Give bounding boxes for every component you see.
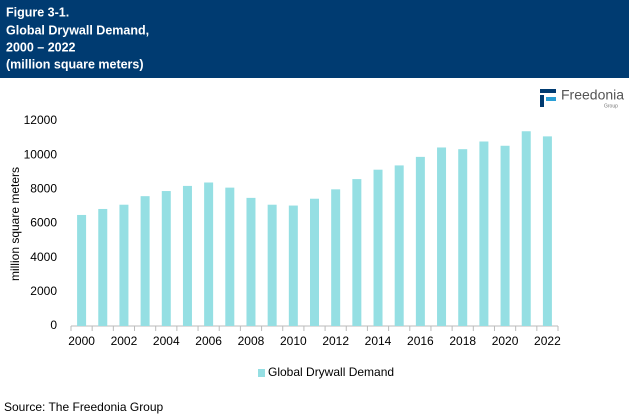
x-tick-label: 2004 (153, 334, 180, 348)
source: Source: The Freedonia Group (4, 400, 164, 414)
header-band (0, 0, 629, 78)
y-tick-label: 8000 (30, 182, 57, 196)
x-tick-label: 2010 (280, 334, 307, 348)
logo-icon (546, 97, 556, 101)
x-tick-label: 2012 (322, 334, 349, 348)
bar (161, 191, 171, 326)
logo-subtext: Group (604, 103, 618, 109)
bar (140, 196, 150, 326)
bar (394, 165, 404, 326)
y-tick-label: 0 (50, 318, 57, 332)
figure-label: Figure 3-1. (6, 5, 69, 19)
bar (437, 147, 447, 326)
y-tick-label: 2000 (30, 284, 57, 298)
y-tick-label: 12000 (24, 113, 58, 127)
bar (373, 169, 383, 326)
x-tick-label: 2016 (407, 334, 434, 348)
x-tick-label: 2018 (449, 334, 476, 348)
y-tick-label: 4000 (30, 250, 57, 264)
logo-text: Freedonia (561, 87, 624, 103)
bar (500, 145, 510, 326)
x-tick-label: 2002 (111, 334, 138, 348)
bar (458, 149, 468, 326)
bar (98, 208, 108, 326)
logo-icon (540, 89, 556, 93)
y-tick-label: 10000 (24, 147, 58, 161)
x-tick-label: 2008 (238, 334, 265, 348)
chart-title: Global Drywall Demand, (6, 23, 149, 37)
logo: Freedonia Group (540, 87, 624, 109)
bar (182, 185, 192, 326)
bar (331, 189, 341, 326)
x-tick-label: 2022 (534, 334, 561, 348)
bar (119, 204, 129, 326)
logo-icon (540, 95, 544, 107)
bar (521, 131, 531, 326)
x-tick-label: 2014 (365, 334, 392, 348)
chart-title: 2000 – 2022 (6, 40, 76, 54)
legend-label: Global Drywall Demand (268, 365, 394, 379)
bar (246, 197, 256, 326)
bar (415, 156, 425, 326)
y-axis-label: million square meters (8, 167, 22, 281)
bar (310, 198, 319, 326)
bar (479, 141, 489, 326)
bar (352, 179, 362, 326)
legend-swatch (258, 369, 265, 377)
x-tick-label: 2006 (195, 334, 222, 348)
chart-title: (million square meters) (6, 57, 144, 71)
bar (204, 182, 214, 326)
bar (225, 187, 235, 326)
x-tick-label: 2000 (68, 334, 95, 348)
bar (542, 136, 552, 326)
x-tick-label: 2020 (492, 334, 519, 348)
bar (77, 214, 87, 326)
bar (267, 204, 277, 326)
bar (288, 205, 298, 326)
y-tick-label: 6000 (30, 216, 57, 230)
